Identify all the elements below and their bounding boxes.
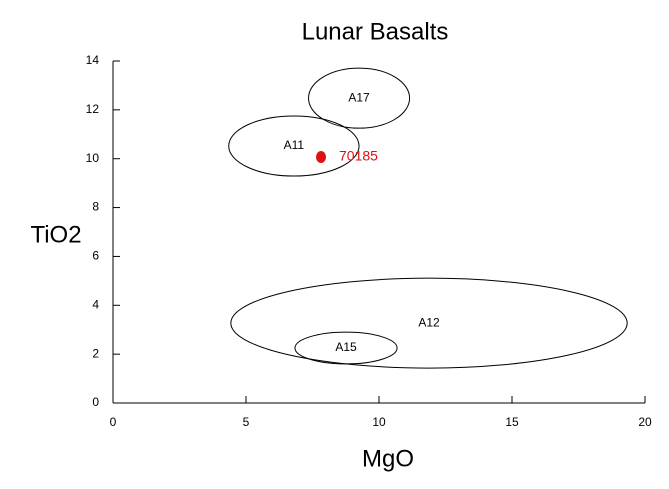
y-tick-label: 4 [92,297,99,311]
x-tick-label: 5 [243,415,250,429]
y-tick-label: 12 [86,102,100,116]
region-label: A11 [284,138,305,152]
y-tick-label: 0 [92,395,99,409]
region-label: A15 [335,340,357,354]
y-tick-label: 2 [92,346,99,360]
x-axis-title: MgO [362,445,414,472]
y-tick-label: 10 [86,151,100,165]
data-point [316,151,327,164]
region-ellipse [294,331,398,365]
x-tick-label: 15 [505,415,519,429]
region-ellipse [228,115,360,177]
chart-title: Lunar Basalts [302,18,449,45]
x-tick-label: 0 [110,415,117,429]
region-label: A12 [418,315,440,329]
region-ellipse [308,67,411,129]
point-label: 70185 [339,148,378,164]
region-ellipse [230,277,628,369]
y-tick-label: 8 [92,200,99,214]
region-label: A17 [348,90,370,104]
y-axis-title: TiO2 [30,221,81,248]
x-tick-label: 20 [638,415,652,429]
y-tick-label: 6 [92,249,99,263]
y-tick-label: 14 [86,53,100,67]
x-tick-label: 10 [372,415,386,429]
